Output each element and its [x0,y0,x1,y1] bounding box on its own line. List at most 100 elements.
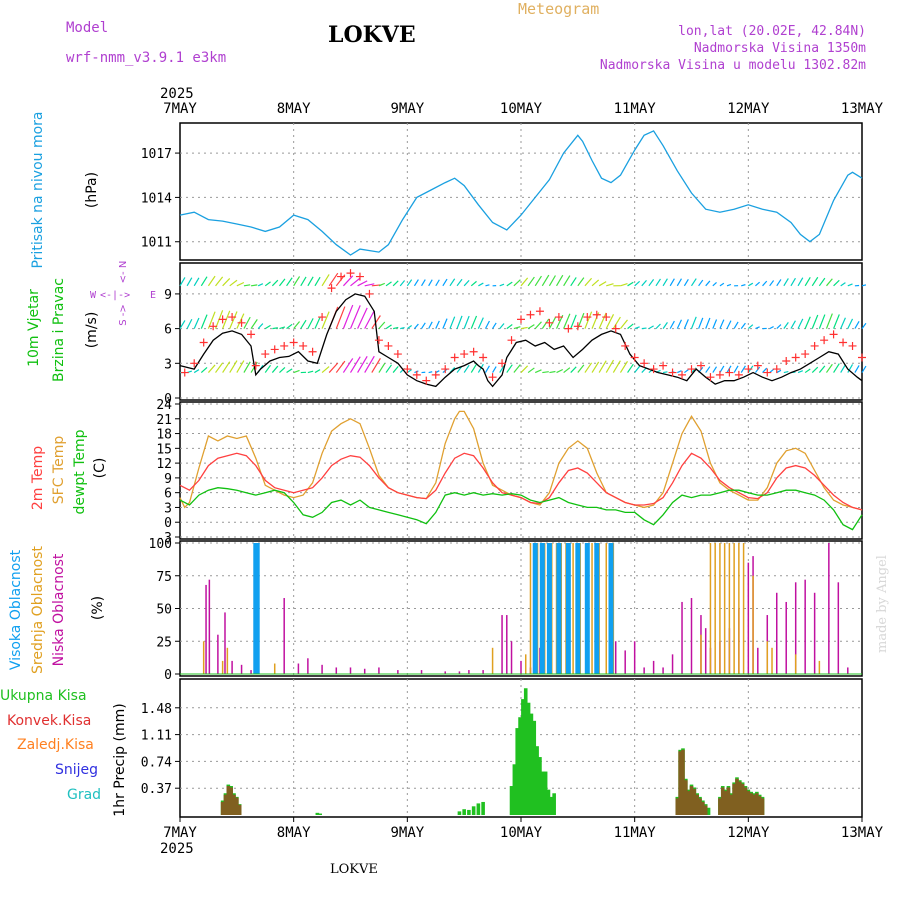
wind-barb [741,284,746,287]
x-tick-label-top: 8MAY [277,101,311,117]
wind-gust-marker [564,324,573,333]
precip-bar-total [523,688,528,815]
wind-barb [655,323,661,330]
wind-barb [712,319,718,329]
x-tick-label-bottom: 11MAY [614,825,657,841]
precip-bar-total [538,757,542,815]
wind-barb [520,277,529,287]
wind-barb [314,317,321,329]
wind-barb [854,321,860,329]
precip-bar-total [706,807,711,815]
wind-barb [222,361,231,373]
wind-barb [186,318,193,329]
wind-barb [527,276,535,287]
wind-unit: (m/s) [84,312,100,349]
wind-barb [804,277,811,287]
precip-bar-convective [723,791,728,815]
wind-barb [541,274,550,287]
precip-bar-total [540,771,545,815]
wind-barb [683,319,689,329]
y-tick-label-temperature: 6 [164,487,172,502]
precip-bar-convective [223,794,228,815]
wind-barb [811,276,819,287]
wind-gust-marker [715,370,724,379]
wind-barb [797,370,804,374]
wind-gust-marker [199,338,208,347]
precip-bar-total [543,771,548,815]
wind-barb [200,366,208,374]
wind-barb [293,276,301,287]
precip-bar-convective [232,794,236,815]
wind-barb [861,365,867,373]
y-tick-label-temperature: -3 [156,531,172,546]
wind-barb [470,363,478,373]
wind-barb [570,366,577,373]
y-tick-label-clouds: 100 [149,537,172,552]
year-label-top: 2025 [160,86,194,102]
wind-gust-marker [602,313,611,322]
x-tick-label-top: 12MAY [727,101,770,117]
wind-gust-marker [180,368,189,377]
precip-bar-total [457,811,462,815]
wind-gust-marker [327,284,336,293]
wind-barb [470,315,478,329]
wind-barb [783,322,789,329]
wind-barb [179,277,186,287]
wind-barb [577,364,585,373]
wind-barb [641,327,647,330]
wind-gust-marker [337,272,346,281]
wind-barb [513,279,521,287]
wind-barb [549,370,556,374]
wind-barb [279,366,286,373]
wind-gust-marker [218,315,227,324]
precip-bar-total [512,764,517,815]
wind-barb [527,367,535,374]
wind-gust-marker [365,289,374,298]
wind-barb [733,321,739,329]
wind-barb [556,368,564,374]
wind-barb [435,320,440,329]
wind-barb [236,313,245,329]
precip-bar-total [526,702,531,815]
wind-barb [825,363,833,373]
wind-gust-marker [355,272,364,281]
precip-bar-total [529,713,534,815]
wind-gust-marker [374,336,383,345]
wind-barb [385,364,393,373]
wind-gust-marker [696,361,705,370]
wind-gust-marker [839,338,848,347]
wind-barb [719,282,725,287]
wind-barb [492,322,497,329]
wind-barb [222,278,231,287]
compass-arrows: <-|-> [100,290,130,301]
model-label: Model [66,20,109,36]
wind-barb [634,365,641,373]
wind-gust-marker [422,376,431,385]
precip-bar-convective [760,798,765,815]
wind-barb [321,311,330,329]
y-tick-label-pressure: 1011 [141,236,172,251]
wind-speed-line [179,293,863,388]
y-tick-label-pressure: 1014 [141,191,172,206]
wind-barb [606,283,614,287]
watermark: made by Angel [875,555,890,653]
wind-barb [392,326,399,330]
wind-barb [357,307,368,329]
wind-barb [463,315,470,329]
wind-barb [278,278,286,287]
wind-gust-marker [545,318,554,327]
wind-gust-marker [640,359,649,368]
wind-gust-marker [725,368,734,377]
wind-barb [563,367,571,374]
wind-barb [726,320,732,329]
wind-gust-marker [791,353,800,362]
wind-barb [307,318,314,329]
wind-barb [350,277,361,287]
wind-barb [371,357,381,373]
precip-bar-total [552,793,556,815]
wind-barb [776,369,782,374]
wind-barb [804,316,811,329]
wind-barb [762,280,768,287]
precip-bar-total [315,812,320,815]
